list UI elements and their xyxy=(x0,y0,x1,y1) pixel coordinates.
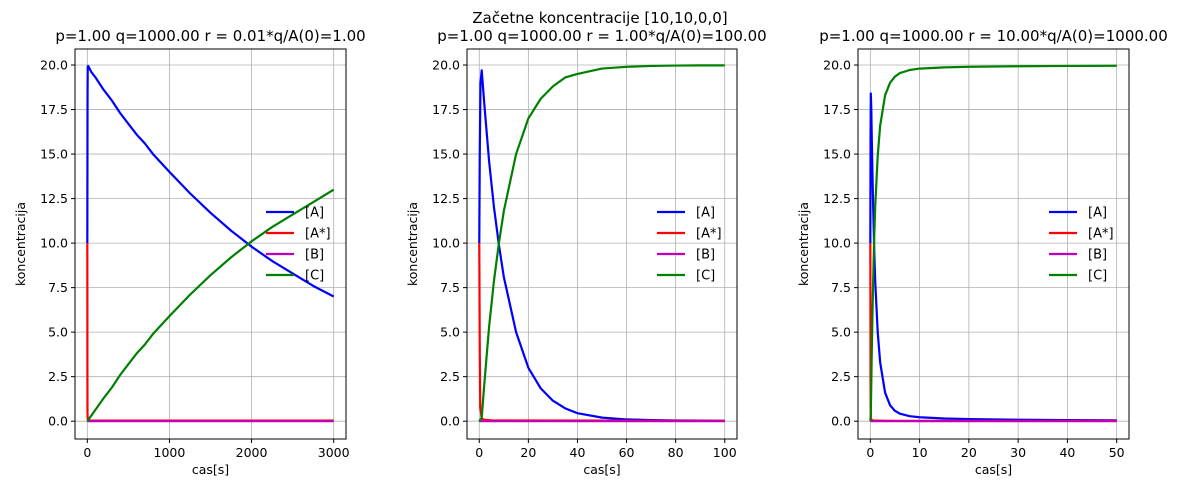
y-tick-label: 0.0 xyxy=(440,414,460,429)
y-tick-label: 2.5 xyxy=(831,369,851,384)
y-tick-label: 12.5 xyxy=(432,191,460,206)
y-tick-label: 20.0 xyxy=(40,58,68,73)
chart-title: p=1.00 q=1000.00 r = 0.01*q/A(0)=1.00 xyxy=(55,27,365,45)
legend-label: [B] xyxy=(1088,248,1107,263)
legend-label: [C] xyxy=(696,269,715,284)
x-tick-label: 3000 xyxy=(318,445,350,460)
legend-label: [A*] xyxy=(305,227,331,242)
x-tick-label: 0 xyxy=(475,445,483,460)
x-tick-label: 50 xyxy=(1109,445,1125,460)
x-axis-label: cas[s] xyxy=(192,462,229,477)
series-line-c xyxy=(478,64,725,422)
x-tick-label: 80 xyxy=(668,445,684,460)
series-line-a xyxy=(869,92,1117,422)
y-tick-label: 12.5 xyxy=(40,191,68,206)
chart-title: p=1.00 q=1000.00 r = 1.00*q/A(0)=100.00 xyxy=(437,27,766,45)
y-tick-label: 0.0 xyxy=(48,414,68,429)
y-tick-label: 5.0 xyxy=(831,325,851,340)
y-tick-label: 2.5 xyxy=(48,369,68,384)
legend-label: [A*] xyxy=(1088,227,1114,242)
x-tick-label: 60 xyxy=(619,445,635,460)
y-tick-label: 10.0 xyxy=(823,236,851,251)
legend-label: [B] xyxy=(305,248,324,263)
x-axis-label: cas[s] xyxy=(975,462,1012,477)
y-tick-label: 7.5 xyxy=(48,280,68,295)
y-tick-label: 10.0 xyxy=(432,236,460,251)
x-tick-label: 30 xyxy=(1010,445,1026,460)
legend-label: [C] xyxy=(305,269,324,284)
y-tick-label: 15.0 xyxy=(432,147,460,162)
legend-label: [A] xyxy=(696,206,715,221)
chart-panel-3: p=1.00 q=1000.00 r = 10.00*q/A(0)=1000.0… xyxy=(796,27,1168,477)
legend-label: [B] xyxy=(696,248,715,263)
legend-label: [A] xyxy=(305,206,324,221)
axes-frame xyxy=(74,48,347,440)
y-axis-label: koncentracija xyxy=(13,202,28,286)
figure-suptitle: Začetne koncentracije [10,10,0,0] xyxy=(472,9,727,27)
y-tick-label: 15.0 xyxy=(823,147,851,162)
x-tick-label: 0 xyxy=(83,445,91,460)
series-line-c xyxy=(869,64,1117,422)
y-axis-label: koncentracija xyxy=(405,202,420,286)
x-tick-label: 20 xyxy=(961,445,977,460)
axes-frame xyxy=(857,48,1130,440)
series-group xyxy=(478,64,725,423)
x-tick-label: 0 xyxy=(866,445,874,460)
legend: [A] [A*] [B] [C] xyxy=(657,206,722,284)
y-tick-label: 5.0 xyxy=(48,325,68,340)
chart-panel-2: p=1.00 q=1000.00 r = 1.00*q/A(0)=100.00 0… xyxy=(405,27,767,477)
series-line-a xyxy=(86,64,335,298)
legend: [A] [A*] [B] [C] xyxy=(1049,206,1114,284)
series-line-a xyxy=(478,69,725,422)
legend-label: [C] xyxy=(1088,269,1107,284)
y-tick-label: 15.0 xyxy=(40,147,68,162)
axes-frame xyxy=(466,48,738,440)
x-tick-label: 1000 xyxy=(154,445,186,460)
y-tick-label: 17.5 xyxy=(823,102,851,117)
series-line-c xyxy=(86,188,335,422)
y-tick-label: 10.0 xyxy=(40,236,68,251)
x-tick-label: 10 xyxy=(912,445,928,460)
y-tick-label: 5.0 xyxy=(440,325,460,340)
chart-panel-1: p=1.00 q=1000.00 r = 0.01*q/A(0)=1.00 0 10… xyxy=(13,27,366,477)
legend: [A] [A*] [B] [C] xyxy=(266,206,331,284)
y-tick-label: 20.0 xyxy=(823,58,851,73)
x-tick-label: 40 xyxy=(1059,445,1075,460)
x-tick-label: 40 xyxy=(570,445,586,460)
series-group xyxy=(86,64,335,423)
y-axis-label: koncentracija xyxy=(796,202,811,286)
y-tick-label: 0.0 xyxy=(831,414,851,429)
x-axis-label: cas[s] xyxy=(583,462,620,477)
chart-title: p=1.00 q=1000.00 r = 10.00*q/A(0)=1000.0… xyxy=(819,27,1168,45)
y-tick-label: 2.5 xyxy=(440,369,460,384)
x-tick-label: 100 xyxy=(713,445,737,460)
y-tick-label: 17.5 xyxy=(40,102,68,117)
x-tick-label: 20 xyxy=(520,445,536,460)
series-group xyxy=(869,64,1117,423)
y-tick-label: 17.5 xyxy=(432,102,460,117)
y-tick-label: 7.5 xyxy=(831,280,851,295)
legend-label: [A*] xyxy=(696,227,722,242)
y-tick-label: 7.5 xyxy=(440,280,460,295)
y-tick-label: 12.5 xyxy=(823,191,851,206)
legend-label: [A] xyxy=(1088,206,1107,221)
x-tick-label: 2000 xyxy=(236,445,268,460)
y-tick-label: 20.0 xyxy=(432,58,460,73)
